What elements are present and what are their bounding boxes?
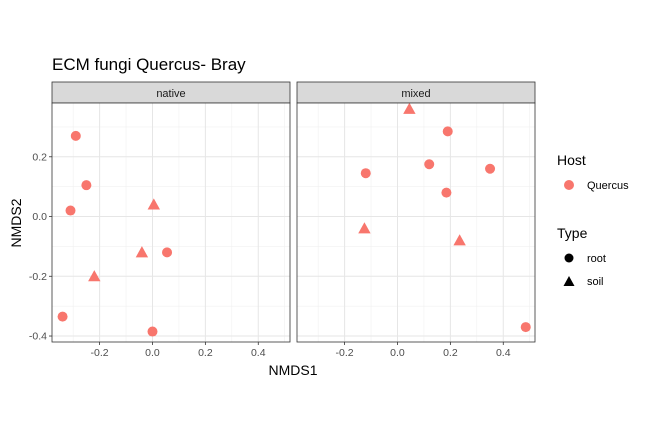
x-axis-title: NMDS1 [268,362,317,378]
x-tick-label-native: 0.0 [145,347,160,359]
facet-strip-label-native: native [156,88,185,100]
legend-host-quercus-key [564,180,574,190]
facet-mixed: mixed -0.2 0.0 0.2 0.4 [296,81,536,359]
facet-panels: native -0.2 0.0 0.2 0.4 -0.4 -0.2 0.0 0.2 mixed -0… [29,81,536,359]
point-native-root-2 [65,205,76,216]
legend-type-soil-label: soil [587,276,604,288]
point-native-soil-8 [88,270,101,282]
point-mixed-root-3 [485,163,496,174]
point-mixed-root-4 [441,187,452,198]
legend: Host Quercus Type root soil [557,152,629,288]
legend-host-title: Host [557,152,586,168]
x-tick-label-mixed: 0.0 [390,347,405,359]
panel-background [52,103,290,342]
point-mixed-soil-8 [453,234,466,246]
legend-type-root-label: root [587,253,606,265]
panel-background [297,103,535,342]
legend-type-title: Type [557,225,588,241]
x-tick-label-mixed: 0.2 [443,347,458,359]
point-mixed-root-1 [424,159,435,170]
facet-native: native -0.2 0.0 0.2 0.4 -0.4 -0.2 0.0 0.2 [29,81,291,359]
point-mixed-root-2 [360,168,371,179]
y-tick-label: -0.2 [29,271,47,283]
point-native-soil-6 [147,198,161,210]
point-native-root-0 [70,130,81,141]
point-native-soil-7 [135,246,149,258]
x-tick-label-native: -0.2 [91,347,109,359]
x-tick-label-mixed: 0.4 [496,347,511,359]
panel-border-native [51,102,291,343]
y-tick-label: -0.4 [29,331,47,343]
point-mixed-soil-7 [358,222,371,234]
x-tick-label-mixed: -0.2 [336,347,354,359]
point-native-root-3 [162,247,173,258]
legend-host-quercus-label: Quercus [587,180,629,192]
point-native-root-5 [147,326,158,337]
panel-border-mixed [296,102,536,343]
y-tick-label: 0.0 [32,211,47,223]
x-tick-label-native: 0.2 [198,347,213,359]
y-tick-label: 0.2 [32,151,47,163]
facet-strip-label-mixed: mixed [401,88,430,100]
y-axis-title: NMDS2 [8,198,24,247]
x-tick-label-native: 0.4 [251,347,266,359]
point-mixed-root-0 [442,126,453,137]
point-mixed-root-5 [520,322,531,333]
point-mixed-soil-6 [403,102,416,114]
point-native-root-1 [81,180,92,191]
chart-title: ECM fungi Quercus- Bray [52,55,246,74]
legend-type-soil-key [563,276,575,286]
point-native-root-4 [57,311,68,322]
legend-type-root-key [564,253,574,263]
